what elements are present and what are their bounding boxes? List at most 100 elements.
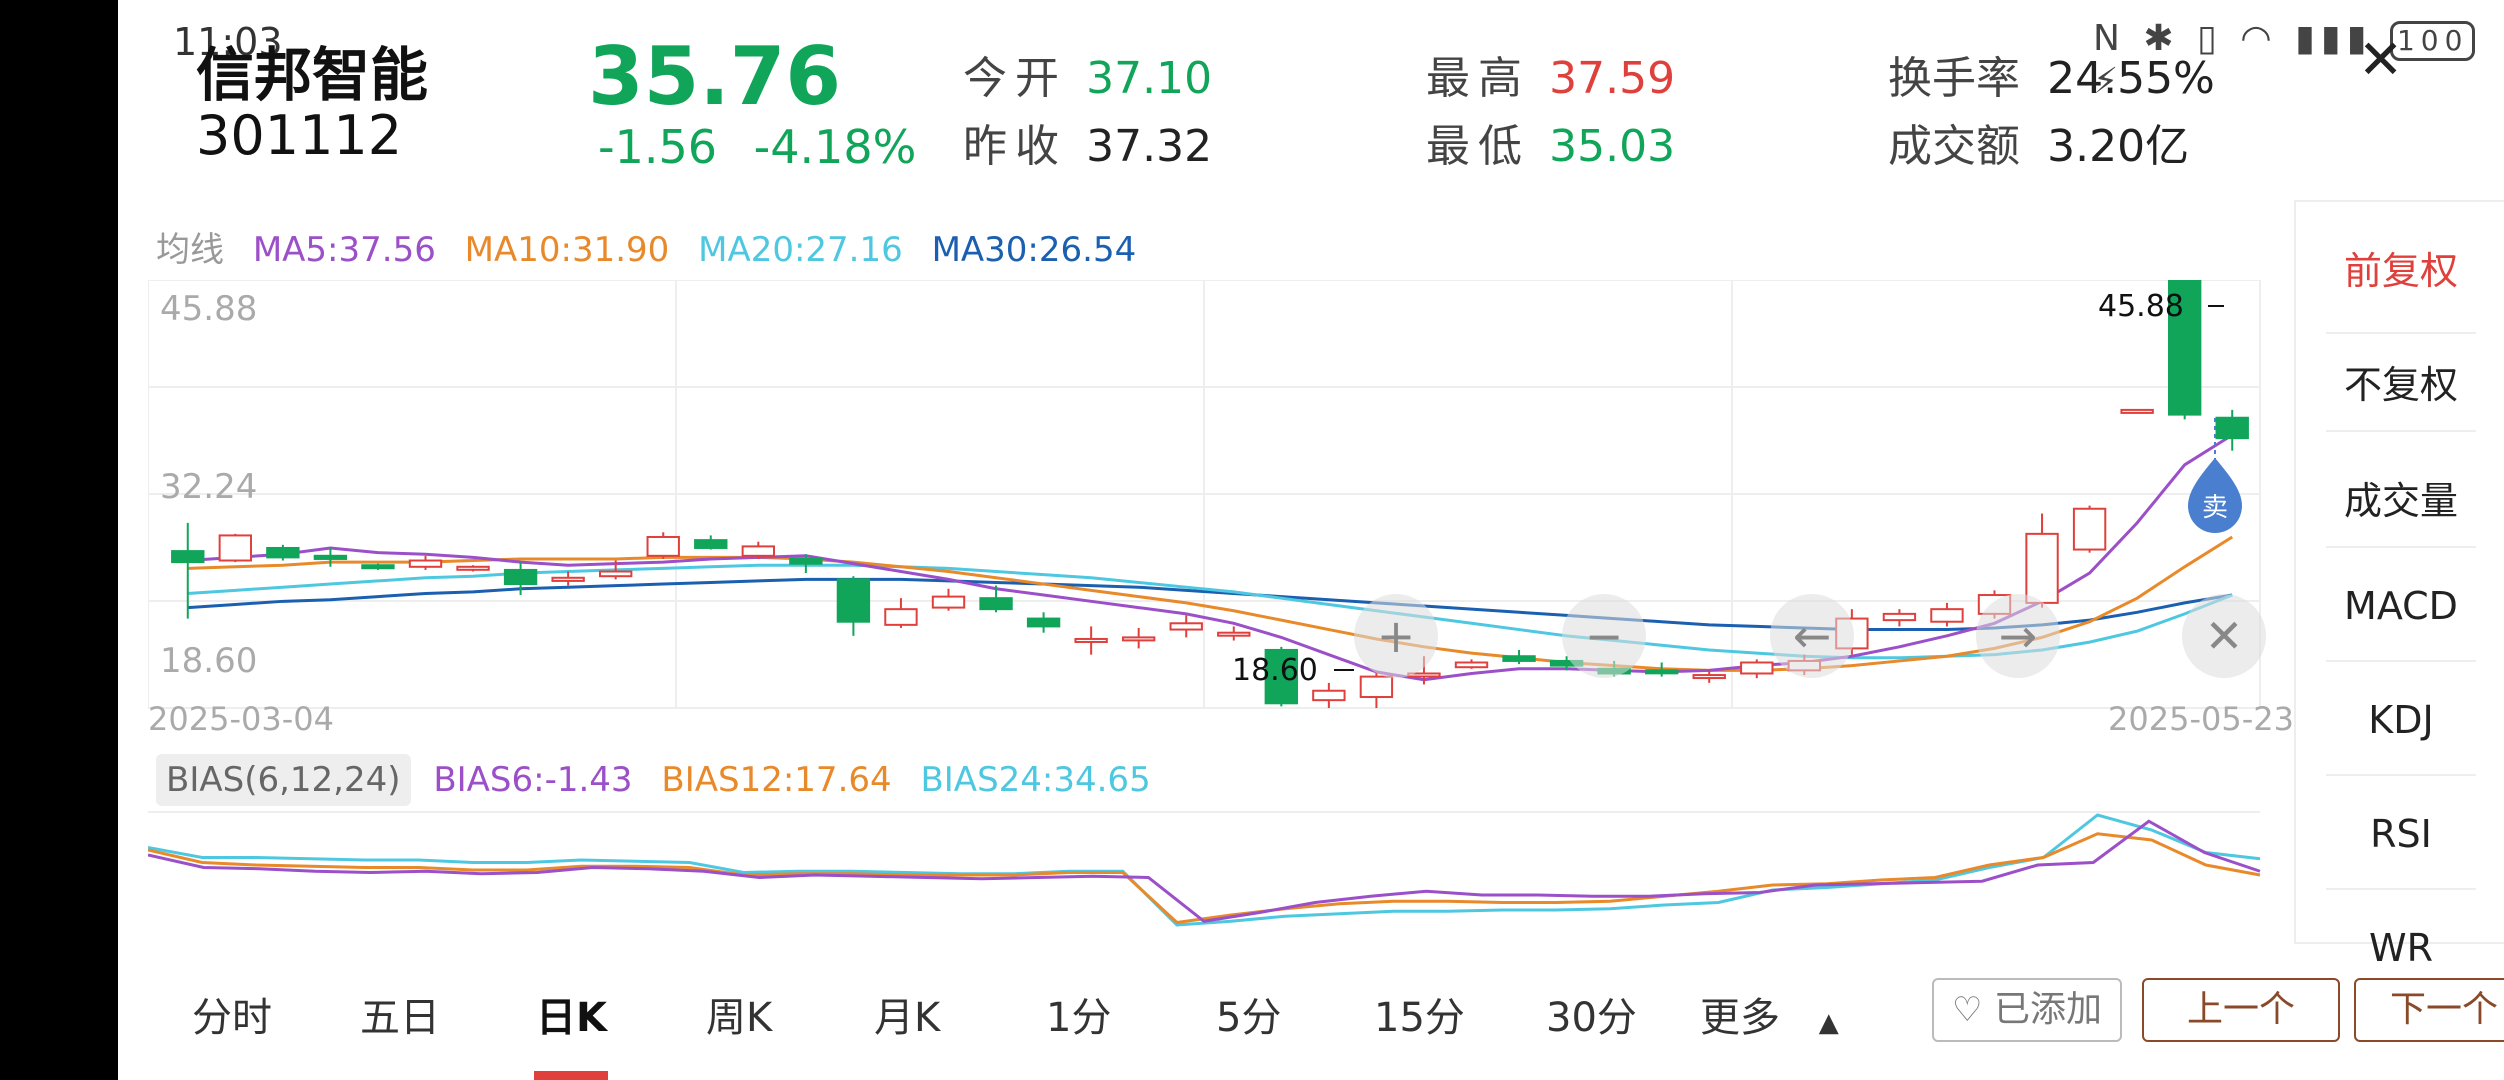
side-divider [2326, 430, 2476, 432]
candle-body [1644, 669, 1679, 675]
side-divider [2326, 332, 2476, 334]
y-min-label: 18.60 [160, 641, 257, 681]
candle-body [979, 597, 1013, 611]
candle-body [2120, 408, 2154, 414]
prev-stock-button[interactable]: 上一个 [2142, 978, 2340, 1042]
candle-body [1359, 675, 1394, 699]
side-divider [2326, 546, 2476, 548]
ma-legend-title: 均线 [156, 230, 224, 270]
bias24-label: BIAS24:34.65 [920, 760, 1151, 800]
status-time: 11:03 [173, 20, 283, 64]
scroll-right-button[interactable]: → [1976, 594, 2060, 678]
tab-five-day[interactable]: 五日 [360, 995, 440, 1041]
status-icons: N ✱ ▯ ◠ ▮▮▮ 100 ⚡ [2093, 18, 2504, 102]
zoom-in-button[interactable]: + [1354, 594, 1438, 678]
zoom-out-button[interactable]: − [1562, 594, 1646, 678]
side-item-wr[interactable]: WR [2369, 926, 2433, 970]
candle-body [2215, 416, 2249, 440]
tab-intraday[interactable]: 分时 [192, 995, 272, 1041]
candle-body [694, 539, 728, 549]
quote-prev-close: 昨收 37.32 [963, 121, 1213, 172]
ma10-line [187, 535, 2234, 672]
tab-weekly-k[interactable]: 周K [706, 995, 773, 1041]
indicator-side-panel: 前复权 不复权 成交量 MACD KDJ RSI WR [2294, 200, 2504, 970]
quote-high: 最高 37.59 [1426, 53, 1676, 104]
charging-icon: ⚡ [2093, 61, 2125, 102]
status-signal-icons: N ✱ ▯ ◠ ▮▮▮ [2093, 18, 2373, 59]
candle-body [361, 564, 395, 570]
candle-body [2025, 532, 2059, 604]
candle-body [1740, 661, 1774, 675]
chart-grid [148, 280, 2261, 813]
ma-lines [187, 433, 2234, 682]
candle-body [1312, 689, 1346, 702]
bias6-line [148, 819, 2261, 923]
candle-body [1502, 655, 1536, 662]
stock-kline-screen: 11:03 N ✱ ▯ ◠ ▮▮▮ 100 ⚡ 信邦智能 301112 35.7… [118, 0, 2504, 1080]
caret-up-icon: ▲ [1818, 1008, 1839, 1038]
side-item-kdj[interactable]: KDJ [2368, 698, 2434, 742]
candle-body [1882, 612, 1917, 622]
candle-body [1454, 661, 1489, 669]
tab-more[interactable]: 更多 ▲ [1700, 985, 1839, 1043]
candle-body [408, 559, 443, 568]
candle-body [1692, 674, 1726, 680]
quote-open: 今开 37.10 [963, 53, 1213, 104]
bias-legend-title[interactable]: BIAS(6,12,24) [156, 754, 411, 806]
side-item-volume[interactable]: 成交量 [2343, 479, 2458, 523]
close-nav-button[interactable]: ✕ [2182, 594, 2266, 678]
candle-body [1930, 608, 1964, 623]
next-stock-button[interactable]: 下一个 [2354, 978, 2504, 1042]
battery-icon: 100 [2389, 21, 2476, 61]
quote-turnover: 换手率 24.55% [1888, 53, 2215, 104]
ma30-label: MA30:26.54 [931, 230, 1137, 270]
tab-15min[interactable]: 15分 [1374, 995, 1465, 1041]
tab-daily-k[interactable]: 日K [536, 995, 607, 1041]
side-item-macd[interactable]: MACD [2344, 584, 2458, 628]
change-value: -1.56 [598, 120, 718, 174]
candle-body [1121, 636, 1156, 642]
low-marker: 18.60 [1232, 653, 1318, 688]
candle-body [171, 550, 205, 564]
added-watchlist-button[interactable]: ♡ 已添加 [1932, 978, 2122, 1042]
end-date: 2025-05-23 [2108, 700, 2294, 738]
candle-body [1074, 637, 1108, 643]
stock-name: 信邦智能 [196, 41, 429, 109]
tab-30min[interactable]: 30分 [1546, 995, 1637, 1041]
candle-body [931, 595, 966, 609]
y-max-label: 45.88 [160, 289, 257, 329]
close-icon[interactable]: ✕ [2358, 28, 2404, 91]
ma5-label: MA5:37.56 [252, 230, 436, 270]
high-marker: 45.88 [2098, 289, 2184, 324]
candle-body [551, 576, 585, 582]
ma20-label: MA20:27.16 [698, 230, 903, 270]
candle-body [1217, 631, 1251, 637]
candle-body [598, 570, 633, 578]
kline-chart[interactable]: 45.88 32.24 18.60 45.88 18.60 卖 [148, 280, 2288, 960]
sell-badge-label: 卖 [2202, 493, 2228, 523]
scroll-left-button[interactable]: ← [1770, 594, 1854, 678]
start-date: 2025-03-04 [148, 700, 334, 738]
tab-monthly-k[interactable]: 月K [874, 995, 941, 1041]
side-item-forward-adjusted[interactable]: 前复权 [2343, 249, 2458, 293]
quote-low: 最低 35.03 [1426, 121, 1676, 172]
side-item-unadjusted[interactable]: 不复权 [2343, 363, 2458, 407]
heart-check-icon: ♡ [1952, 990, 1983, 1030]
change-percent: -4.18% [753, 120, 917, 174]
candle-body [741, 545, 776, 557]
ma5-line [187, 433, 2234, 682]
tab-more-label: 更多 [1700, 995, 1780, 1041]
bias6-label: BIAS6:-1.43 [433, 760, 633, 800]
bias-legend[interactable]: BIAS(6,12,24) BIAS6:-1.43 BIAS12:17.64 B… [156, 754, 1151, 806]
candle-body [1264, 648, 1299, 705]
price-change: -1.56 -4.18% [598, 120, 916, 174]
tab-5min[interactable]: 5分 [1216, 995, 1282, 1041]
tab-1min[interactable]: 1分 [1046, 995, 1112, 1041]
side-item-rsi[interactable]: RSI [2370, 812, 2432, 856]
side-divider [2326, 774, 2476, 776]
ma-legend[interactable]: 均线 MA5:37.56 MA10:31.90 MA20:27.16 MA30:… [156, 222, 1154, 271]
candle-body [2072, 507, 2107, 551]
added-label: 已添加 [1993, 989, 2102, 1030]
sell-badge-icon [2188, 458, 2242, 533]
candle-body [218, 534, 253, 562]
